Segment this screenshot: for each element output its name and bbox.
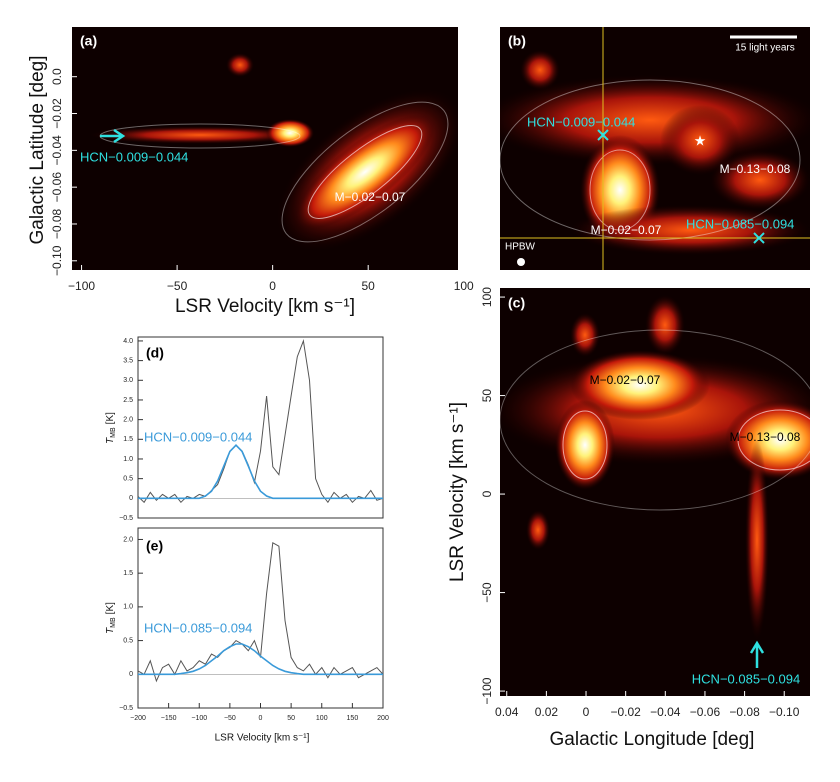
annotation: (c) <box>508 295 525 311</box>
y-axis-label: TMB [K] <box>105 412 117 444</box>
annotation: M−0.02−0.07 <box>335 190 406 204</box>
y-label-unit: [K] <box>105 412 116 424</box>
y-label-unit: [K] <box>105 602 116 614</box>
annotation: HCN−0.085−0.094 <box>692 671 800 686</box>
y-label-sub: MB <box>110 427 117 438</box>
series-line <box>138 444 383 500</box>
x-tick-label: −0.04 <box>650 705 681 719</box>
y-tick-label: −50 <box>480 582 494 603</box>
x-tick-label: 100 <box>454 279 474 293</box>
spectrum-d <box>137 336 384 519</box>
series-line <box>137 338 384 504</box>
annotation: (a) <box>80 33 97 49</box>
y-tick-label: 0 <box>480 490 494 497</box>
annotation: HCN−0.085−0.094 <box>686 216 794 231</box>
y-tick-label: 2.0 <box>123 416 133 423</box>
x-axis-label: Galactic Longitude [deg] <box>550 729 755 750</box>
y-tick-label: 3.0 <box>123 377 133 384</box>
x-tick-label: −0.08 <box>729 705 760 719</box>
y-tick-label: 100 <box>480 287 494 307</box>
y-tick-label: 3.5 <box>123 357 133 364</box>
series-line <box>137 542 384 683</box>
map-c-emission <box>500 295 810 640</box>
y-tick-label: −0.5 <box>119 705 133 712</box>
y-tick-label: 0.0 <box>50 68 64 85</box>
x-axis-label: LSR Velocity [km s⁻¹] <box>175 296 355 317</box>
x-tick-label: 50 <box>362 279 376 293</box>
y-tick-label: 2.5 <box>123 397 133 404</box>
x-tick-label: 0 <box>269 279 276 293</box>
y-tick-label: 2.0 <box>123 536 133 543</box>
y-tick-label: −0.5 <box>119 515 133 522</box>
x-tick-label: 0 <box>583 705 590 719</box>
y-label-symbol: T <box>105 627 116 634</box>
x-tick-label: 0 <box>259 715 263 722</box>
x-tick-label: −0.02 <box>610 705 641 719</box>
y-tick-label: 1.0 <box>123 456 133 463</box>
x-tick-label: 100 <box>316 715 328 722</box>
x-tick-label: −100 <box>68 279 95 293</box>
y-tick-label: −0.04 <box>50 135 64 166</box>
annotation: (e) <box>146 538 163 554</box>
annotation: HCN−0.085−0.094 <box>144 620 252 635</box>
y-axis-label: LSR Velocity [km s⁻¹] <box>447 402 468 582</box>
y-tick-label: −100 <box>480 677 494 704</box>
annotation: (d) <box>146 345 164 361</box>
annotation: M−0.13−0.08 <box>720 162 791 176</box>
series-line <box>138 643 383 676</box>
position-marker <box>597 129 765 244</box>
x-tick-label: −150 <box>161 715 177 722</box>
y-tick-label: 0 <box>129 495 133 502</box>
y-tick-label: −0.10 <box>50 245 64 276</box>
spectrum-e <box>137 527 384 709</box>
annotation: HPBW <box>505 242 536 253</box>
x-tick-label: 150 <box>347 715 359 722</box>
y-tick-label: 4.0 <box>123 338 133 345</box>
x-tick-label: −100 <box>191 715 207 722</box>
map-b-emission <box>500 50 810 255</box>
annotation: (b) <box>508 33 526 49</box>
x-tick-label: −200 <box>130 715 146 722</box>
x-tick-label: −0.10 <box>769 705 800 719</box>
annotation: 15 light years <box>735 43 794 54</box>
beam <box>517 258 525 266</box>
annotation: HCN−0.009−0.044 <box>527 114 635 129</box>
y-tick-label: 1.5 <box>123 570 133 577</box>
x-tick-label: 0.02 <box>535 705 559 719</box>
y-tick-label: −0.08 <box>50 208 64 239</box>
map-a-emission <box>90 53 458 251</box>
y-tick-label: 0.5 <box>123 637 133 644</box>
y-tick-label: 0.5 <box>123 475 133 482</box>
annotation: M−0.02−0.07 <box>591 223 662 237</box>
x-axis-label: LSR Velocity [km s⁻¹] <box>215 733 310 744</box>
y-axis-label: Galactic Latitude [deg] <box>27 55 48 244</box>
y-label-sub: MB <box>110 617 117 628</box>
arrow <box>749 640 765 668</box>
arrow <box>100 128 126 144</box>
annotation: HCN−0.009−0.044 <box>80 149 188 164</box>
y-label-symbol: T <box>105 437 116 444</box>
x-tick-label: 0.04 <box>495 705 519 719</box>
star: ★ <box>694 133 707 149</box>
x-tick-label: 50 <box>287 715 295 722</box>
x-tick-label: −50 <box>224 715 236 722</box>
y-tick-label: −0.02 <box>50 98 64 129</box>
y-tick-label: −0.06 <box>50 172 64 203</box>
x-tick-label: −0.06 <box>690 705 721 719</box>
annotation: M−0.02−0.07 <box>590 373 661 387</box>
annotation: M−0.13−0.08 <box>730 430 801 444</box>
y-axis-label: TMB [K] <box>105 602 117 634</box>
x-tick-label: −50 <box>167 279 188 293</box>
y-tick-label: 50 <box>480 389 494 403</box>
y-tick-label: 1.0 <box>123 604 133 611</box>
annotation: HCN−0.009−0.044 <box>144 429 252 444</box>
x-tick-label: 200 <box>377 715 389 722</box>
y-tick-label: 1.5 <box>123 436 133 443</box>
y-tick-label: 0 <box>129 671 133 678</box>
